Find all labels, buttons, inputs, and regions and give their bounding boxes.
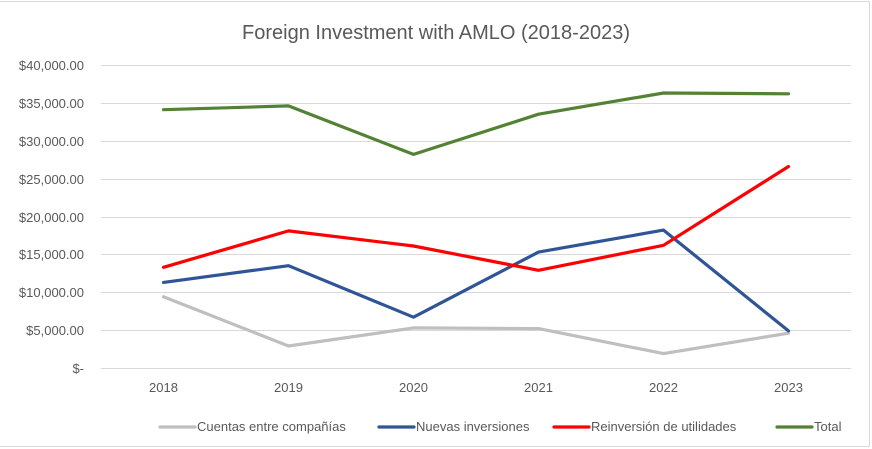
x-axis-tick-labels: 2018 2019 2020 2021 2022 2023 <box>149 380 803 395</box>
legend-item-reinversion-de-utilidades: Reinversión de utilidades <box>552 419 737 434</box>
series-cuentas-entre-companias <box>161 295 791 356</box>
y-tick-label: $40,000.00 <box>19 58 84 73</box>
y-axis-tick-labels: $- $5,000.00 $10,000.00 $15,000.00 $20,000.0… <box>19 58 84 376</box>
y-tick-label: $10,000.00 <box>19 285 84 300</box>
x-tick-label: 2021 <box>524 380 553 395</box>
gridlines <box>101 65 851 369</box>
y-tick-label: $15,000.00 <box>19 247 84 262</box>
legend-label: Total <box>814 419 842 434</box>
legend-label: Cuentas entre compañías <box>197 419 346 434</box>
legend-item-total: Total <box>775 419 842 434</box>
legend-label: Nuevas inversiones <box>416 419 530 434</box>
series-line-total <box>161 91 791 156</box>
series-nuevas-inversiones <box>161 228 791 333</box>
x-tick-label: 2018 <box>149 380 178 395</box>
series-reinversion-de-utilidades <box>161 164 791 272</box>
y-tick-label: $25,000.00 <box>19 172 84 187</box>
legend-item-nuevas-inversiones: Nuevas inversiones <box>377 419 530 434</box>
series-total <box>161 91 791 156</box>
x-tick-label: 2020 <box>399 380 428 395</box>
chart-title: Foreign Investment with AMLO (2018-2023) <box>242 22 630 44</box>
y-tick-label: $20,000.00 <box>19 210 84 225</box>
y-tick-label: $30,000.00 <box>19 134 84 149</box>
y-tick-label: $35,000.00 <box>19 96 84 111</box>
legend-item-cuentas-entre-companias: Cuentas entre compañías <box>158 419 346 434</box>
x-tick-label: 2019 <box>274 380 303 395</box>
y-tick-label: $- <box>72 361 84 376</box>
series-lines <box>161 91 791 356</box>
series-line-reinversion-de-utilidades <box>161 164 791 272</box>
x-tick-label: 2022 <box>649 380 678 395</box>
y-tick-label: $5,000.00 <box>26 323 84 338</box>
series-line-cuentas-entre-companias <box>161 295 791 356</box>
legend-label: Reinversión de utilidades <box>591 419 737 434</box>
legend: Cuentas entre compañías Nuevas inversione… <box>158 419 842 434</box>
series-line-nuevas-inversiones <box>161 228 791 333</box>
x-tick-label: 2023 <box>774 380 803 395</box>
